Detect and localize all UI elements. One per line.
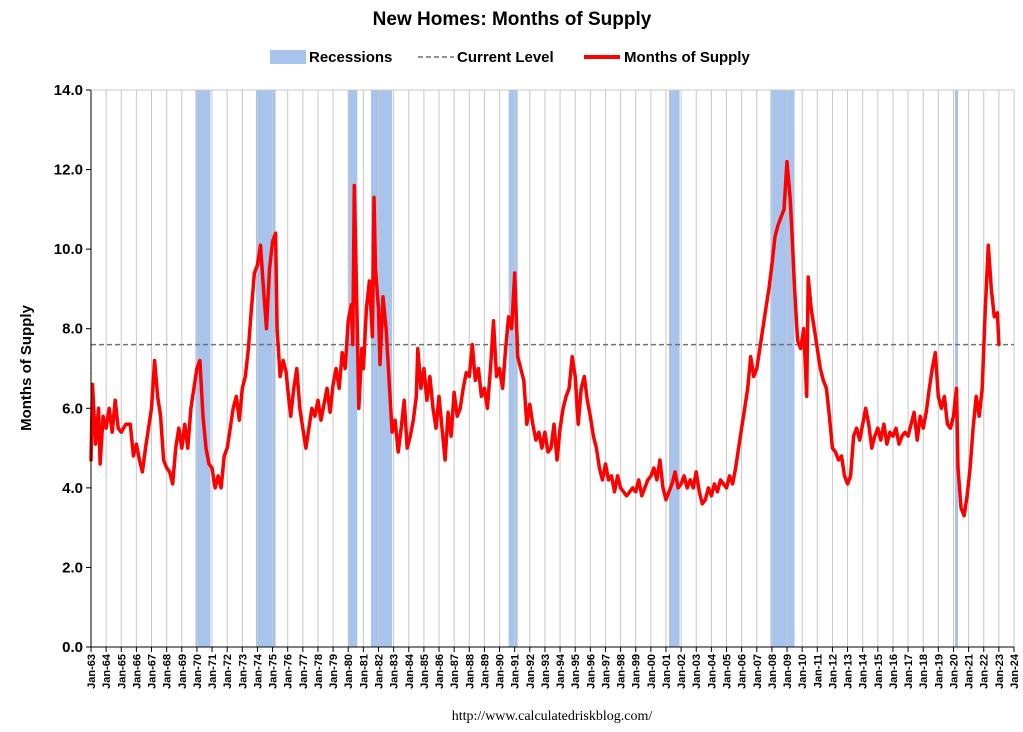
x-tick-label-52: Jan-15	[873, 654, 885, 689]
x-tick-label-22: Jan-85	[419, 654, 431, 689]
x-tick-label-47: Jan-10	[797, 654, 809, 689]
chart-title: New Homes: Months of Supply	[373, 9, 652, 30]
grid	[90, 90, 1015, 647]
x-tick-label-12: Jan-75	[268, 654, 280, 689]
y-tick-label-6: 12.0	[54, 162, 83, 179]
x-tick-label-11: Jan-74	[252, 653, 264, 689]
x-tick-label-56: Jan-19	[933, 654, 945, 689]
x-tick-label-7: Jan-70	[192, 654, 204, 689]
y-axis-label: Months of Supply	[18, 304, 35, 430]
recession-band-2	[348, 90, 358, 647]
y-tick-label-1: 2.0	[62, 559, 83, 576]
x-tick-label-51: Jan-14	[858, 653, 870, 689]
x-tick-label-21: Jan-84	[404, 653, 416, 689]
x-tick-label-45: Jan-08	[767, 654, 779, 689]
x-tick-label-41: Jan-04	[706, 653, 718, 689]
x-tick-label-25: Jan-88	[464, 654, 476, 689]
x-tick-label-28: Jan-91	[510, 654, 522, 689]
x-tick-label-29: Jan-92	[525, 654, 537, 689]
series-layer	[89, 159, 1001, 518]
recession-band-4	[508, 90, 518, 647]
x-tick-label-6: Jan-69	[177, 654, 189, 689]
x-tick-label-18: Jan-81	[358, 654, 370, 689]
x-tick-label-26: Jan-89	[479, 654, 491, 689]
x-tick-label-17: Jan-80	[343, 654, 355, 689]
recession-band-0	[195, 90, 211, 647]
x-tick-label-55: Jan-18	[918, 654, 930, 689]
x-tick-label-53: Jan-16	[888, 654, 900, 689]
series-line-months-of-supply	[89, 159, 1001, 518]
x-tick-label-34: Jan-97	[601, 654, 613, 689]
x-tick-label-43: Jan-06	[737, 654, 749, 689]
x-tick-label-61: Jan-24	[1009, 653, 1021, 689]
x-tick-label-14: Jan-77	[298, 654, 310, 689]
y-tick-labels: 0.0 2.0 4.0 6.0 8.0 10.0 12.0 14.0	[54, 82, 91, 656]
axes	[90, 89, 1014, 648]
legend-swatch-recessions	[270, 50, 306, 64]
legend-label-current-level: Current Level	[457, 49, 554, 66]
x-tick-label-46: Jan-09	[782, 654, 794, 689]
x-tick-label-20: Jan-83	[389, 654, 401, 689]
x-tick-label-16: Jan-79	[328, 654, 340, 689]
y-tick-label-3: 6.0	[62, 400, 83, 417]
x-tick-label-19: Jan-82	[374, 654, 386, 689]
x-tick-label-57: Jan-20	[949, 654, 961, 689]
x-tick-label-9: Jan-72	[222, 654, 234, 689]
x-tick-label-33: Jan-96	[585, 654, 597, 689]
x-tick-label-48: Jan-11	[812, 654, 824, 688]
y-tick-label-5: 10.0	[54, 241, 83, 258]
legend: Recessions Current Level Months of Supply	[270, 49, 750, 66]
x-tick-label-24: Jan-87	[449, 654, 461, 689]
x-tick-label-50: Jan-13	[843, 654, 855, 689]
x-tick-label-2: Jan-65	[116, 654, 128, 689]
x-tick-label-3: Jan-66	[131, 654, 143, 689]
recession-band-1	[255, 90, 276, 647]
source-url: http://www.calculatedriskblog.com/	[452, 709, 653, 724]
x-tick-label-32: Jan-95	[570, 654, 582, 689]
x-tick-label-0: Jan-63	[86, 654, 98, 689]
y-tick-label-2: 4.0	[62, 480, 83, 497]
x-tick-label-27: Jan-90	[495, 654, 507, 689]
x-tick-label-59: Jan-22	[979, 654, 991, 689]
y-tick-label-0: 0.0	[62, 639, 83, 656]
x-tick-label-31: Jan-94	[555, 653, 567, 689]
x-tick-label-4: Jan-67	[147, 654, 159, 689]
recession-band-5	[669, 90, 680, 647]
x-tick-label-39: Jan-02	[676, 654, 688, 689]
x-tick-label-13: Jan-76	[283, 654, 295, 689]
x-tick-label-15: Jan-78	[313, 654, 325, 689]
x-tick-label-35: Jan-98	[616, 654, 628, 689]
legend-label-months-of-supply: Months of Supply	[624, 49, 750, 66]
x-tick-label-30: Jan-93	[540, 654, 552, 689]
legend-label-recessions: Recessions	[309, 49, 392, 66]
x-tick-label-37: Jan-00	[646, 654, 658, 689]
x-tick-label-54: Jan-17	[903, 654, 915, 689]
x-tick-label-1: Jan-64	[101, 653, 113, 689]
recession-band-7	[954, 90, 959, 647]
x-tick-label-42: Jan-05	[722, 654, 734, 689]
y-tick-label-7: 14.0	[54, 82, 83, 99]
x-tick-label-5: Jan-68	[162, 654, 174, 689]
x-tick-label-10: Jan-73	[237, 654, 249, 689]
x-tick-label-49: Jan-12	[827, 654, 839, 689]
x-tick-label-60: Jan-23	[994, 654, 1006, 689]
x-tick-label-44: Jan-07	[752, 654, 764, 689]
x-tick-label-58: Jan-21	[964, 654, 976, 689]
x-tick-labels: Jan-63 Jan-64 Jan-65 Jan-66 Jan-67 Jan-68 Jan-…	[86, 647, 1021, 689]
x-tick-label-8: Jan-71	[207, 654, 219, 689]
y-tick-label-4: 8.0	[62, 321, 83, 338]
x-tick-label-38: Jan-01	[661, 654, 673, 689]
recession-bands	[195, 90, 959, 647]
x-tick-label-40: Jan-03	[691, 654, 703, 689]
x-tick-label-36: Jan-99	[631, 654, 643, 689]
x-tick-label-23: Jan-86	[434, 654, 446, 689]
recession-band-6	[770, 90, 795, 647]
